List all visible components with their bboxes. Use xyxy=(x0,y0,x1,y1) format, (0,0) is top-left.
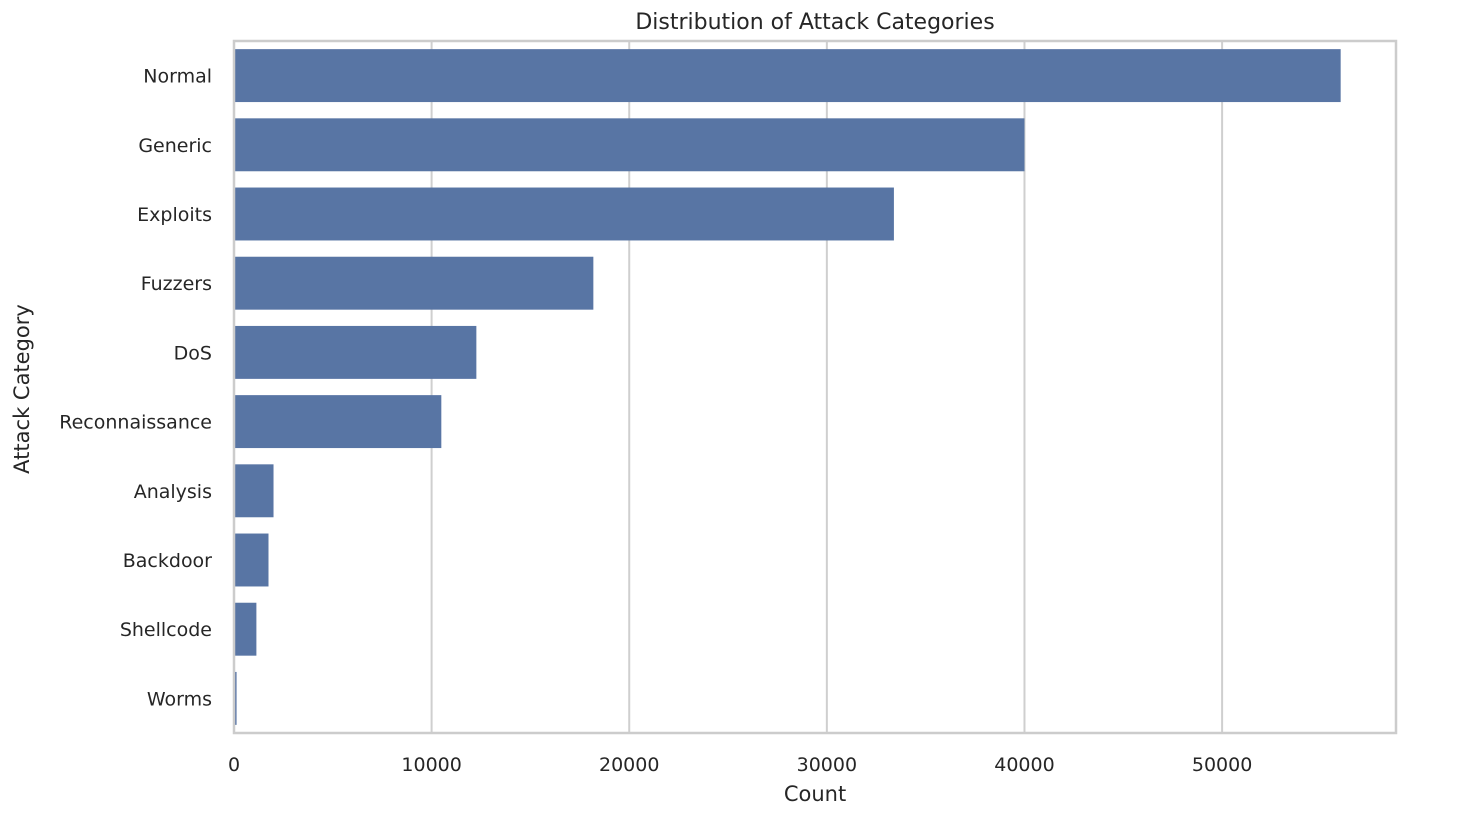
y-tick-label-dos: DoS xyxy=(174,342,212,364)
y-tick-label-generic: Generic xyxy=(138,135,212,157)
bar-exploits xyxy=(234,187,894,241)
y-tick-label-analysis: Analysis xyxy=(134,481,212,503)
bar-dos xyxy=(234,325,477,379)
plot-frame xyxy=(232,39,1398,735)
bar-generic xyxy=(234,118,1025,172)
x-tick-label-0: 0 xyxy=(228,754,240,776)
bar-normal xyxy=(234,49,1341,103)
chart-title: Distribution of Attack Categories xyxy=(635,10,994,35)
y-tick-label-shellcode: Shellcode xyxy=(120,619,212,641)
x-tick-label-2: 20000 xyxy=(599,754,659,776)
y-tick-label-reconnaissance: Reconnaissance xyxy=(59,412,212,434)
y-tick-label-fuzzers: Fuzzers xyxy=(141,273,212,295)
bar-backdoor xyxy=(234,533,269,587)
bars xyxy=(234,49,1341,725)
bar-reconnaissance xyxy=(234,395,442,449)
x-tick-label-5: 50000 xyxy=(1192,754,1252,776)
bar-analysis xyxy=(234,464,274,518)
y-axis-ticks: Normal Generic Exploits Fuzzers DoS Reconnais… xyxy=(59,66,212,711)
y-tick-label-worms: Worms xyxy=(147,688,212,710)
x-axis-ticks: 0 10000 20000 30000 40000 50000 xyxy=(228,754,1252,776)
y-tick-label-normal: Normal xyxy=(143,66,212,88)
bar-worms xyxy=(234,671,237,725)
x-tick-label-1: 10000 xyxy=(401,754,461,776)
bar-fuzzers xyxy=(234,256,594,310)
y-tick-label-exploits: Exploits xyxy=(137,204,212,226)
x-axis-label: Count xyxy=(784,782,846,806)
x-tick-label-4: 40000 xyxy=(994,754,1054,776)
bar-shellcode xyxy=(234,602,257,656)
y-axis-label: Attack Category xyxy=(10,304,34,474)
x-tick-label-3: 30000 xyxy=(797,754,857,776)
y-tick-label-backdoor: Backdoor xyxy=(123,550,212,572)
